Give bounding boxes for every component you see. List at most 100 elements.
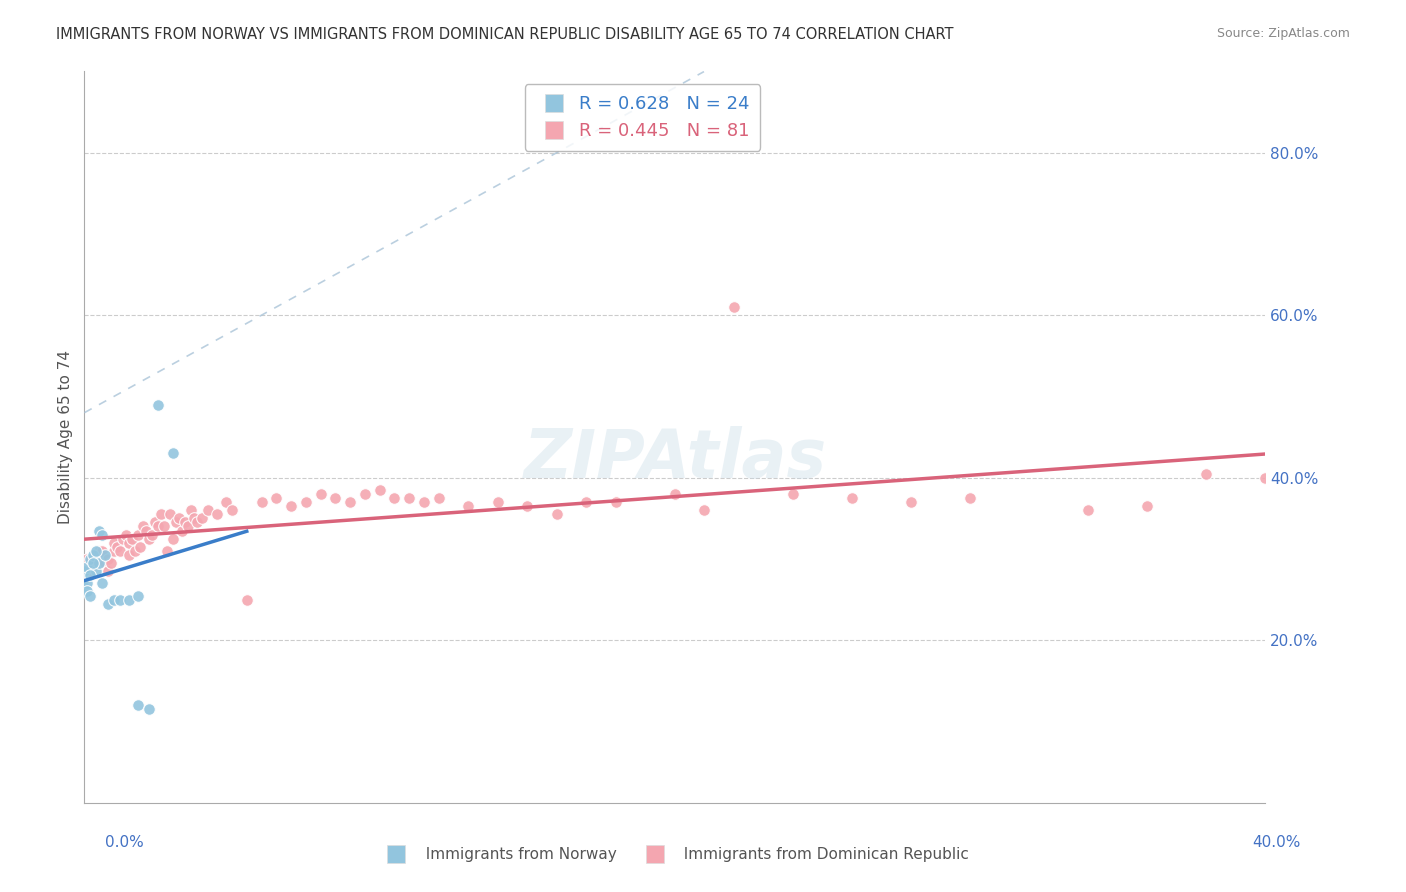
- Point: [84, 556, 107, 570]
- Point: [180, 503, 202, 517]
- Point: [84, 548, 107, 562]
- Point: [121, 532, 143, 546]
- Point: [127, 698, 149, 713]
- Point: [368, 483, 391, 497]
- Point: [143, 516, 166, 530]
- Point: [97, 597, 120, 611]
- Point: [87, 544, 111, 558]
- Point: [413, 495, 436, 509]
- Text: Source: ZipAtlas.com: Source: ZipAtlas.com: [1216, 27, 1350, 40]
- Point: [76, 576, 98, 591]
- Point: [427, 491, 450, 505]
- Point: [94, 548, 117, 562]
- Point: [207, 508, 229, 522]
- Point: [79, 564, 101, 578]
- Point: [153, 519, 176, 533]
- Point: [197, 503, 219, 517]
- Point: [173, 516, 195, 530]
- Text: ZIPAtlas: ZIPAtlas: [523, 426, 827, 492]
- Point: [73, 564, 96, 578]
- Point: [87, 552, 111, 566]
- Y-axis label: Disability Age 65 to 74: Disability Age 65 to 74: [58, 350, 73, 524]
- Point: [354, 487, 377, 501]
- Point: [79, 589, 101, 603]
- Point: [266, 491, 288, 505]
- Point: [118, 592, 141, 607]
- Point: [159, 508, 181, 522]
- Point: [900, 495, 922, 509]
- Point: [138, 702, 160, 716]
- Point: [156, 544, 179, 558]
- Point: [1195, 467, 1218, 481]
- Text: IMMIGRANTS FROM NORWAY VS IMMIGRANTS FROM DOMINICAN REPUBLIC DISABILITY AGE 65 T: IMMIGRANTS FROM NORWAY VS IMMIGRANTS FRO…: [56, 27, 953, 42]
- Point: [148, 519, 170, 533]
- Point: [129, 540, 152, 554]
- Point: [162, 446, 184, 460]
- Point: [148, 398, 170, 412]
- Point: [127, 527, 149, 541]
- Point: [1136, 499, 1159, 513]
- Point: [132, 519, 155, 533]
- Point: [84, 544, 107, 558]
- Point: [221, 503, 243, 517]
- Point: [382, 491, 406, 505]
- Point: [339, 495, 361, 509]
- Point: [150, 508, 173, 522]
- Point: [486, 495, 509, 509]
- Point: [516, 499, 538, 513]
- Point: [127, 589, 149, 603]
- Point: [170, 524, 193, 538]
- Point: [97, 552, 120, 566]
- Point: [250, 495, 273, 509]
- Point: [165, 516, 187, 530]
- Point: [398, 491, 420, 505]
- Text: 0.0%: 0.0%: [105, 836, 145, 850]
- Point: [191, 511, 214, 525]
- Text: 40.0%: 40.0%: [1253, 836, 1301, 850]
- Point: [280, 499, 302, 513]
- Point: [457, 499, 479, 513]
- Point: [73, 560, 96, 574]
- Point: [100, 556, 122, 570]
- Point: [118, 548, 141, 562]
- Point: [108, 592, 131, 607]
- Point: [215, 495, 238, 509]
- Point: [186, 516, 208, 530]
- Point: [82, 556, 104, 570]
- Point: [295, 495, 318, 509]
- Point: [87, 556, 111, 570]
- Point: [141, 527, 163, 541]
- Point: [183, 511, 205, 525]
- Point: [723, 300, 745, 314]
- Point: [114, 527, 136, 541]
- Legend: R = 0.628   N = 24, R = 0.445   N = 81: R = 0.628 N = 24, R = 0.445 N = 81: [524, 84, 761, 151]
- Point: [76, 552, 98, 566]
- Point: [325, 491, 347, 505]
- Point: [103, 592, 125, 607]
- Point: [167, 511, 190, 525]
- Point: [76, 584, 98, 599]
- Point: [76, 560, 98, 574]
- Point: [79, 552, 101, 566]
- Point: [236, 592, 259, 607]
- Point: [124, 544, 146, 558]
- Point: [782, 487, 804, 501]
- Point: [82, 556, 104, 570]
- Point: [103, 535, 125, 549]
- Point: [108, 544, 131, 558]
- Point: [91, 576, 114, 591]
- Point: [91, 527, 114, 541]
- Point: [1077, 503, 1099, 517]
- Point: [79, 568, 101, 582]
- Point: [1254, 471, 1277, 485]
- Point: [91, 548, 114, 562]
- Point: [177, 519, 200, 533]
- Point: [841, 491, 863, 505]
- Point: [605, 495, 627, 509]
- Point: [162, 532, 184, 546]
- Point: [94, 556, 117, 570]
- Point: [135, 524, 157, 538]
- Point: [73, 581, 96, 595]
- Point: [103, 544, 125, 558]
- Point: [91, 544, 114, 558]
